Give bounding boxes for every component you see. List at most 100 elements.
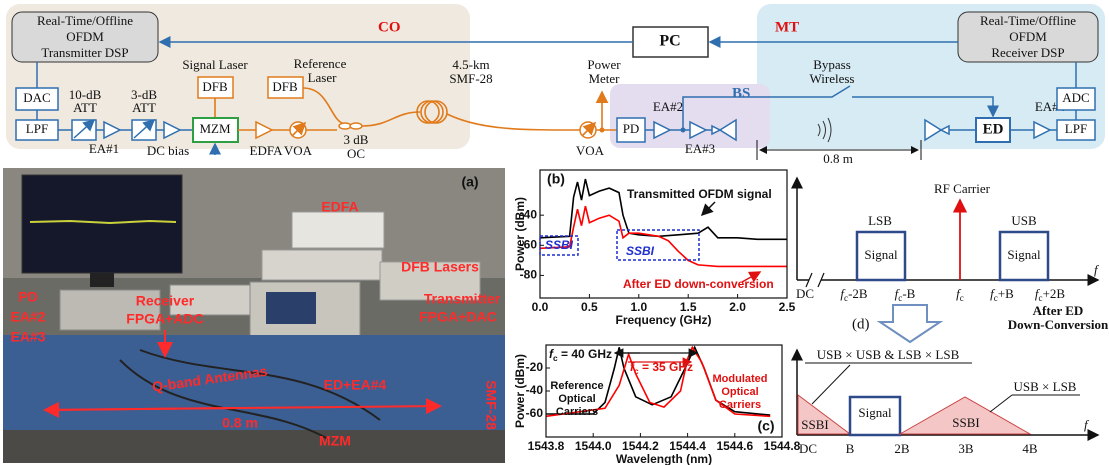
carrier-annotation: Modulated (713, 373, 768, 385)
instrument (292, 212, 384, 248)
y-tick-label: -40 (526, 383, 544, 397)
x-tick-label: 1544.2 (622, 439, 659, 453)
lpf-label: LPF (1065, 121, 1087, 136)
x-tick-label: 1.5 (680, 300, 697, 314)
ssbi-label: SSBI (545, 238, 574, 252)
series-annotation: After ED down-conversion (623, 277, 774, 291)
power-meter-label: Power (587, 57, 621, 72)
rx-dsp-label: Receiver DSP (991, 45, 1064, 60)
signal-laser-label: Signal Laser (182, 57, 248, 72)
dac-label: DAC (23, 90, 50, 105)
photo-label: FPGA+DAC (419, 309, 496, 325)
lsb-label: LSB (868, 213, 892, 228)
signal-label: Signal (858, 405, 892, 420)
coupler (339, 123, 351, 129)
product-label: USB × LSB (1014, 379, 1077, 394)
bypass-label: Wireless (810, 71, 855, 86)
frequency-label: fc-B (895, 286, 916, 303)
frequency-label: fc-2B (840, 286, 868, 303)
x-tick-label: 1544.4 (669, 439, 706, 453)
frequency-label: fc (956, 286, 964, 303)
mt-label: MT (775, 19, 799, 35)
panel-label: (c) (757, 418, 774, 434)
distance-label: 0.8 m (823, 151, 853, 166)
tx-dsp-label: Real-Time/Offline (37, 13, 133, 28)
co-label: CO (378, 19, 401, 35)
instrument-screen (266, 292, 316, 324)
photo-label: 0.8 m (222, 415, 258, 431)
ssbi-label: SSBI (626, 244, 655, 258)
monitor (22, 175, 182, 273)
signal-label: Signal (864, 247, 898, 262)
tx-dsp-label: OFDM (66, 29, 104, 44)
caption: After ED (1033, 303, 1084, 318)
ssbi-label: SSBI (801, 417, 828, 432)
reference-laser-label: Laser (308, 70, 338, 85)
x-tick-label: 0.5 (581, 300, 598, 314)
frequency-label: B (846, 441, 855, 456)
frequency-label: 3B (958, 441, 974, 456)
ssbi-label: SSBI (952, 415, 979, 430)
x-axis-label: Wavelength (nm) (616, 452, 712, 465)
y-axis-label: Power (dBm) (513, 197, 527, 271)
voa-label: VOA (284, 143, 313, 158)
att-label: ATT (132, 100, 156, 115)
photo-label: EA#3 (10, 329, 45, 345)
axis-label: f (1084, 417, 1090, 432)
dc-label: DC (796, 286, 814, 301)
x-axis-label: Frequency (GHz) (615, 313, 711, 327)
x-tick-label: 1544.0 (575, 439, 612, 453)
photo: (a) EDFA DFB Lasers PD EA#2 EA#3 Receive… (3, 168, 505, 463)
frequency-label: fc+B (990, 286, 1014, 303)
x-tick-label: 0.0 (532, 300, 549, 314)
instrument (262, 250, 382, 280)
frequency-label: 2B (894, 441, 910, 456)
edfa-label: EDFA (250, 143, 284, 158)
pointer (990, 395, 1012, 412)
fiber-label: SMF-28 (449, 71, 492, 86)
frequency-label: 4B (1022, 441, 1038, 456)
photo-label: MZM (319, 433, 351, 449)
photo-label: DFB Lasers (401, 259, 479, 275)
usb-label: USB (1011, 213, 1037, 228)
y-tick-label: -20 (526, 360, 544, 374)
y-tick-label: -60 (526, 406, 544, 420)
pd-label: PD (623, 121, 640, 136)
oc-label: 3 dB (344, 132, 369, 147)
photo-label: SMF-28 (483, 380, 499, 430)
x-tick-label: 1544.6 (716, 439, 753, 453)
axis-break (806, 273, 824, 287)
floor (3, 430, 505, 463)
x-tick-label: 2.5 (779, 300, 796, 314)
carrier-annotation: Carriers (719, 399, 761, 411)
panel-label: (b) (547, 171, 565, 187)
y-axis-label: Power (dBm) (513, 354, 527, 428)
dfb-label: DFB (202, 79, 228, 94)
mzm-label: MZM (199, 121, 231, 136)
adc-label: ADC (1062, 90, 1089, 105)
tx-dsp-label: Transmitter DSP (41, 45, 128, 60)
reference-laser-label: Reference (294, 56, 347, 71)
ea3-label: EA#3 (685, 141, 715, 156)
photo-label: PD (18, 289, 37, 305)
product-label: USB × USB & LSB × LSB (817, 347, 960, 362)
panel-label: (a) (461, 174, 478, 190)
series-annotation: Transmitted OFDM signal (627, 187, 772, 201)
rx-dsp-label: OFDM (1009, 29, 1047, 44)
ea1-label: EA#1 (89, 141, 119, 156)
fiber-label: 4.5-km (452, 57, 489, 72)
carrier-annotation: Reference (550, 380, 603, 392)
signal-label: Signal (1007, 247, 1041, 262)
coupler (350, 123, 362, 129)
x-tick-label: 1544.8 (764, 439, 801, 453)
carrier-annotation: Optical (558, 393, 595, 405)
rx-dsp-label: Real-Time/Offline (980, 13, 1076, 28)
rf-carrier-label: RF Carrier (934, 181, 991, 196)
dc-bias-label: DC bias (147, 143, 189, 158)
att-label: ATT (73, 100, 97, 115)
monitor-stand (90, 273, 114, 287)
photo-label: ED+EA#4 (324, 377, 387, 393)
pc-label: PC (659, 33, 680, 50)
photo-label: FPGA+ADC (126, 311, 203, 327)
